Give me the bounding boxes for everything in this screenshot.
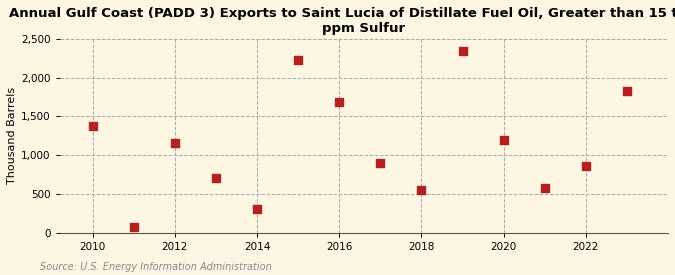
Point (622, 89, 632, 93)
Point (169, 141, 180, 146)
Point (293, 57, 304, 62)
Y-axis label: Thousand Barrels: Thousand Barrels (7, 87, 17, 184)
Point (375, 161, 385, 165)
Point (498, 138, 509, 142)
Point (211, 176, 221, 180)
Point (334, 100, 345, 104)
Point (87, 123, 98, 128)
Point (416, 188, 427, 192)
Point (580, 164, 591, 168)
Point (128, 224, 139, 229)
Title: Annual Gulf Coast (PADD 3) Exports to Saint Lucia of Distillate Fuel Oil, Greate: Annual Gulf Coast (PADD 3) Exports to Sa… (9, 7, 675, 35)
Point (252, 206, 263, 211)
Text: Source: U.S. Energy Information Administration: Source: U.S. Energy Information Administ… (40, 262, 272, 272)
Point (539, 186, 550, 191)
Point (457, 49, 468, 53)
